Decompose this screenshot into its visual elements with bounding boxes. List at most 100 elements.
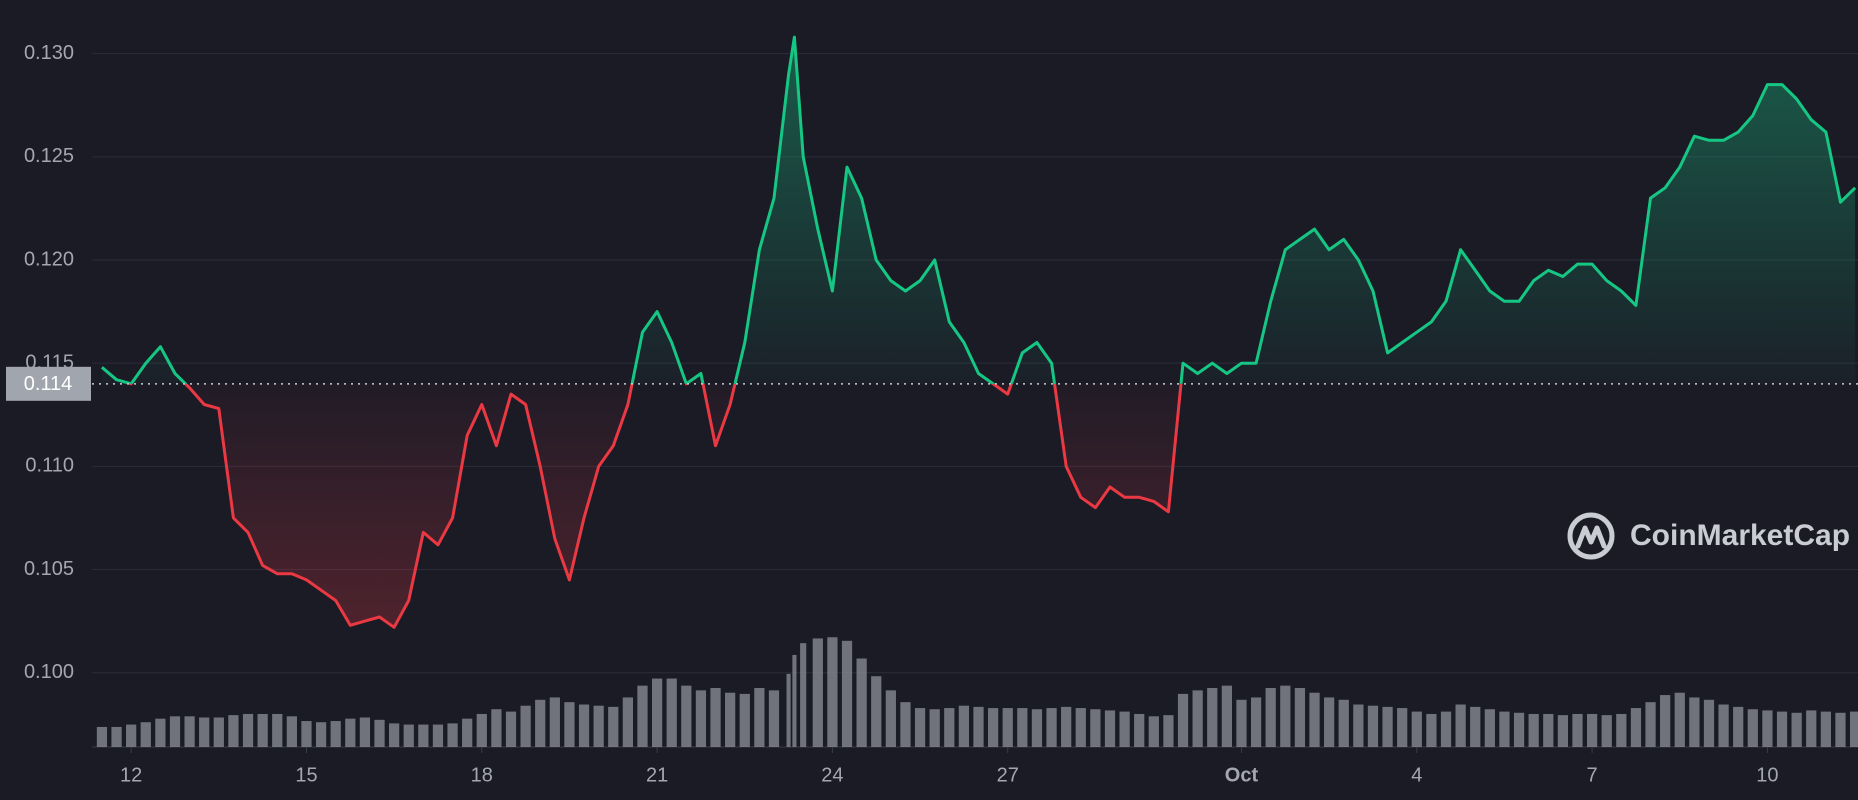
volume-bar — [286, 716, 297, 747]
volume-bar — [1674, 692, 1685, 747]
volume-bar — [1046, 708, 1057, 747]
volume-bar — [169, 716, 181, 747]
volume-bar — [1806, 710, 1817, 747]
volume-bar — [155, 718, 166, 747]
volume-bar — [1309, 692, 1320, 747]
volume-bar — [800, 643, 807, 747]
volume-bar — [1367, 705, 1379, 747]
volume-bar — [1075, 708, 1086, 747]
volume-bar — [126, 724, 137, 747]
area-fill-up — [101, 37, 1856, 384]
volume-bar — [637, 685, 648, 747]
y-tick-label: 0.100 — [24, 661, 74, 683]
x-tick-label: 24 — [821, 764, 843, 786]
logo-mark — [1575, 525, 1607, 549]
y-tick-label: 0.125 — [24, 145, 74, 167]
volume-bar — [432, 724, 444, 747]
volume-bar — [1221, 685, 1232, 747]
volume-bar — [491, 709, 502, 747]
volume-bar — [330, 721, 341, 747]
volume-bar — [476, 713, 487, 747]
watermark: CoinMarketCap — [1630, 519, 1850, 552]
volume-bar — [1455, 704, 1466, 747]
volume-bar — [184, 716, 195, 747]
volume-bar — [272, 713, 283, 747]
volume-bar — [1820, 711, 1831, 747]
volume-bar — [1572, 713, 1583, 747]
volume-bar — [841, 640, 853, 747]
volume-bar — [374, 719, 385, 747]
baseline-label: 0.114 — [24, 373, 73, 395]
volume-bar — [1776, 711, 1788, 747]
volume-bar — [96, 726, 108, 747]
logo-circle — [1567, 512, 1615, 560]
volume-bar — [389, 723, 400, 747]
volume-bar — [1031, 709, 1043, 747]
volume-bar — [1747, 709, 1758, 747]
volume-bar — [608, 706, 619, 747]
price-line-up — [100, 35, 1857, 384]
volume-bar — [1397, 708, 1408, 747]
volume-bar — [1791, 712, 1802, 747]
volume-bar — [1484, 709, 1495, 747]
volume-bar — [257, 713, 268, 747]
volume-bar — [914, 708, 926, 747]
volume-bar — [958, 705, 970, 747]
volume-bar — [1645, 702, 1656, 747]
volume-bar — [1718, 704, 1729, 747]
volume-bar — [1192, 690, 1203, 747]
baseline-label-box — [6, 366, 91, 401]
volume-bar — [564, 702, 575, 747]
volume-bar — [1002, 708, 1013, 747]
volume-bar — [1382, 706, 1393, 747]
volume-bar — [1104, 710, 1116, 747]
volume-bar — [1660, 695, 1671, 747]
volume-bar — [1280, 685, 1291, 747]
volume-bar — [1119, 711, 1130, 747]
volume-bar — [578, 704, 590, 747]
volume-bar — [1265, 688, 1276, 747]
volume-bar — [505, 711, 517, 747]
volume-bar — [1835, 712, 1846, 747]
volume-bar — [1557, 715, 1569, 747]
volume-bar — [403, 724, 414, 747]
volume-bar — [593, 705, 604, 747]
volume-bar — [1499, 711, 1510, 747]
volume-bar — [520, 705, 531, 747]
y-tick-label: 0.105 — [24, 558, 74, 580]
volume-bar — [885, 690, 896, 747]
volume-bar — [1163, 715, 1174, 747]
volume-bar — [1689, 697, 1700, 747]
volume-bar — [754, 688, 765, 747]
volume-bar — [695, 690, 707, 747]
volume-bar — [315, 722, 327, 747]
volume-bar — [301, 721, 312, 747]
y-tick-label: 0.120 — [24, 248, 74, 270]
volume-bar — [1601, 715, 1612, 747]
volume-bar — [651, 678, 663, 747]
x-tick-label: 18 — [471, 764, 493, 786]
volume-bar — [345, 718, 356, 747]
volume-bar — [199, 717, 210, 747]
volume-bar — [792, 654, 797, 747]
volume-bar — [768, 690, 780, 747]
volume-bar — [944, 708, 955, 747]
volume-bar — [549, 697, 560, 747]
volume-bar — [1090, 709, 1101, 747]
volume-bar — [1733, 706, 1744, 747]
volume-bar — [666, 678, 677, 747]
volume-bar — [973, 706, 984, 747]
volume-bar — [242, 713, 254, 747]
volume-bar — [111, 726, 122, 747]
x-tick-label: 12 — [120, 764, 142, 786]
volume-bar — [786, 673, 791, 747]
volume-bar — [1849, 711, 1858, 747]
volume-bar — [900, 702, 911, 747]
volume-bar — [1148, 716, 1159, 747]
volume-bar — [1353, 704, 1364, 747]
x-tick-label: 27 — [997, 764, 1019, 786]
volume-bar — [856, 658, 867, 747]
volume-bar — [739, 693, 750, 747]
